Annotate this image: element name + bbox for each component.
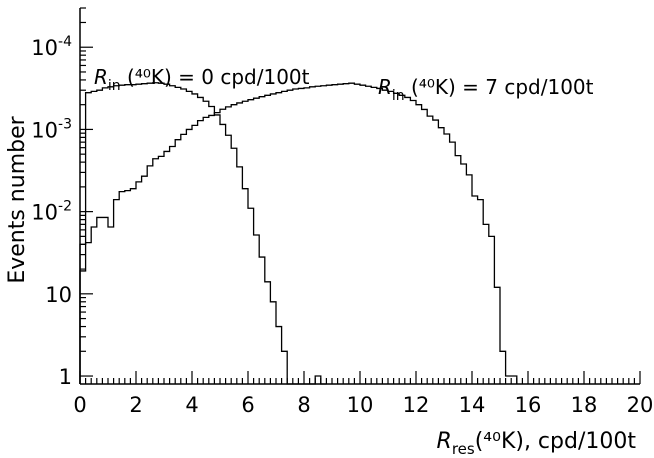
y-tick-label: 10-4: [31, 34, 72, 60]
x-tick-label: 10: [347, 393, 374, 417]
x-tick-label: 0: [73, 393, 86, 417]
annotation-rin-7-main: R: [378, 75, 392, 99]
y-axis-title: Events number: [5, 115, 30, 283]
annotation-rin-7-tail: (⁴⁰K) = 7 cpd/100t: [405, 75, 594, 99]
x-tick-label: 18: [571, 393, 598, 417]
x-axis-title-tail: (⁴⁰K), cpd/100t: [475, 429, 637, 454]
annotation-rin-7-sub: in: [392, 88, 405, 104]
plot-axes: 0 2 4 6 8 10 12 14 16 18 20 1 10 10-2 10-3 10-4: [31, 7, 653, 417]
x-tick-label: 6: [241, 393, 254, 417]
x-axis-title-sub: res: [452, 440, 475, 458]
histogram-series: [79, 82, 518, 385]
x-tick-label: 12: [403, 393, 430, 417]
annotation-rin-0-tail: (⁴⁰K) = 0 cpd/100t: [121, 65, 310, 89]
y-ticks: 1 10 10-2 10-3 10-4: [31, 7, 93, 389]
annotation-rin-7: Rin (⁴⁰K) = 7 cpd/100t: [378, 75, 594, 104]
histogram-series-1: [79, 82, 518, 384]
x-ticks: 0 2 4 6 8 10 12 14 16 18 20: [73, 371, 653, 417]
y-tick-label: 10: [45, 283, 72, 307]
x-tick-label: 8: [297, 393, 310, 417]
x-axis-title: Rres(⁴⁰K), cpd/100t: [437, 429, 637, 458]
annotation-rin-0-sub: in: [108, 78, 121, 94]
annotation-rin-0-main: R: [94, 65, 108, 89]
x-tick-label: 2: [129, 393, 142, 417]
y-tick-label: 10-2: [31, 199, 72, 225]
x-tick-label: 16: [515, 393, 542, 417]
annotation-rin-0: Rin (⁴⁰K) = 0 cpd/100t: [94, 65, 310, 94]
x-axis-title-main: R: [437, 429, 452, 454]
histogram-series-0: [79, 82, 327, 385]
x-tick-label: 20: [627, 393, 654, 417]
y-tick-label: 1: [59, 365, 72, 389]
x-tick-label: 14: [459, 393, 486, 417]
x-tick-label: 4: [185, 393, 198, 417]
y-tick-label: 10-3: [31, 116, 72, 142]
